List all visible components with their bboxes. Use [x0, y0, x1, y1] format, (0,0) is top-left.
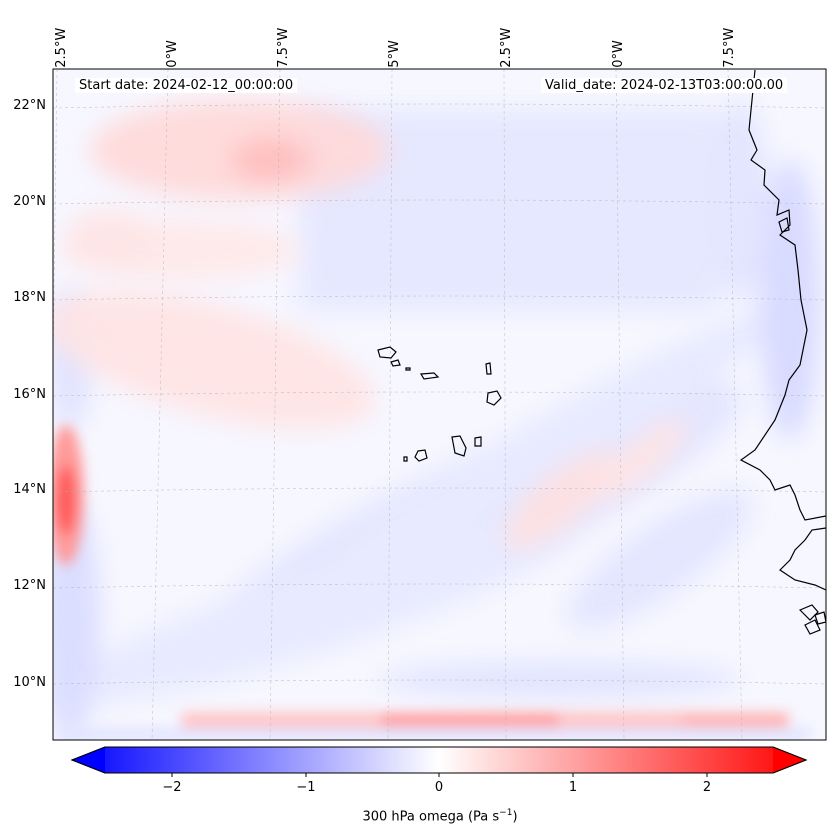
lat-label-18n: 18°N — [13, 290, 46, 305]
colorbar-label-close: ) — [512, 809, 518, 825]
african-coastline — [739, 69, 826, 635]
lat-label-20n: 20°N — [13, 194, 46, 209]
colorbar-label-exponent: −1 — [499, 808, 513, 818]
lat-label-10n: 10°N — [13, 675, 46, 690]
map-frame — [52, 68, 827, 741]
colorbar-tick-0: 0 — [434, 780, 444, 795]
colorbar-tick-2: 2 — [702, 780, 712, 795]
omega-field — [53, 69, 826, 740]
lat-label-12n: 12°N — [13, 578, 46, 593]
colorbar — [70, 746, 808, 777]
lat-label-14n: 14°N — [13, 482, 46, 497]
start-date-label: Start date: 2024-02-12_00:00:00 — [75, 78, 298, 93]
colorbar-tick-neg2: −2 — [162, 780, 182, 795]
lat-label-22n: 22°N — [13, 98, 46, 113]
colorbar-tick-1: 1 — [568, 780, 578, 795]
valid-date-label: Valid_date: 2024-02-13T03:00:00.00 — [541, 78, 788, 93]
lat-label-16n: 16°N — [13, 387, 46, 402]
colorbar-label: 300 hPa omega (Pa s−1) — [362, 808, 517, 824]
cabo-verde-islands — [377, 346, 502, 462]
colorbar-label-text: 300 hPa omega (Pa s — [362, 809, 500, 825]
colorbar-tick-neg1: −1 — [296, 780, 316, 795]
